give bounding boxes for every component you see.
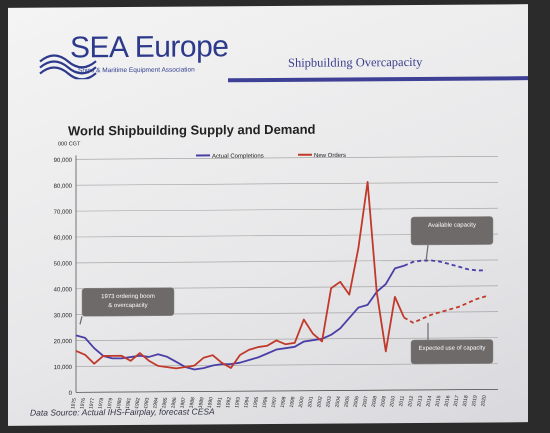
y-tick-label: 50,000	[54, 261, 73, 267]
x-tick-label: 1991	[216, 396, 224, 408]
new-orders-series-line	[75, 181, 405, 370]
x-tick-label: 1985	[161, 397, 169, 409]
x-tick-label: 1995	[252, 396, 260, 408]
x-axis-line	[76, 388, 498, 393]
x-tick-label: 2005	[343, 396, 351, 408]
callout-box	[81, 287, 175, 317]
x-tick-label: 1990	[207, 397, 215, 409]
x-tick-label: 2012	[407, 395, 415, 407]
actual-completions-series-line	[75, 264, 405, 371]
gridline	[76, 207, 498, 212]
x-tick-label: 2015	[435, 395, 443, 407]
callout-box	[410, 339, 494, 365]
x-tick-label: 2003	[325, 396, 333, 408]
x-tick-label: 1976	[79, 397, 87, 409]
annotation-available-capacity: Available capacity	[428, 223, 476, 229]
x-tick-label: 1987	[179, 397, 187, 409]
callout-box	[410, 216, 494, 246]
callout-pointer	[425, 244, 429, 262]
forecast-series-line	[403, 295, 487, 324]
x-tick-label: 2016	[444, 395, 452, 407]
x-tick-label: 2000	[298, 396, 306, 408]
sea-europe-logo: SEA Europe Ships & Maritime Equipment As…	[38, 30, 238, 93]
y-tick-label: 0	[69, 391, 73, 397]
wave-logo-icon	[39, 54, 97, 80]
x-tick-label: 1998	[280, 396, 288, 408]
x-tick-label: 1979	[107, 397, 115, 409]
x-tick-label: 1989	[198, 397, 206, 409]
y-tick-label: 80,000	[54, 184, 73, 190]
line-chart: 0 10,000 20,000 30,000 40,000 50,000 60,000 70,…	[54, 141, 498, 410]
x-tick-label: 1999	[289, 396, 297, 408]
x-tick-label: 1975	[70, 397, 78, 409]
x-tick-label: 2019	[471, 395, 479, 407]
x-tick-label: 2008	[371, 395, 379, 407]
x-tick-label: 2004	[334, 396, 342, 408]
x-tick-label: 1986	[170, 397, 178, 409]
x-tick-label: 1994	[243, 396, 251, 408]
x-tick-label: 2011	[398, 395, 406, 407]
x-tick-label: 1996	[261, 396, 269, 408]
x-tick-label: 1981	[125, 397, 133, 409]
x-tick-label: 1978	[97, 397, 105, 409]
annotation-ordering-boom: & overcapacity	[108, 303, 147, 309]
x-tick-label: 2018	[462, 395, 470, 407]
y-tick-label: 70,000	[54, 210, 73, 216]
y-tick-label: 60,000	[54, 236, 73, 242]
x-tick-label: 2020	[480, 395, 488, 407]
y-tick-label: 90,000	[54, 158, 73, 164]
y-tick-label: 10,000	[54, 365, 73, 371]
callout-pointer	[79, 316, 83, 325]
presentation-slide: SEA Europe Ships & Maritime Equipment As…	[8, 4, 528, 426]
y-tick-label: 20,000	[54, 339, 73, 345]
x-tick-label: 2001	[307, 396, 315, 408]
x-tick-label: 1980	[116, 397, 124, 409]
forecast-series-line	[403, 259, 486, 272]
x-tick-label: 2009	[380, 395, 388, 407]
y-tick-label: 30,000	[54, 313, 73, 319]
legend-label: Actual Completions	[212, 154, 264, 160]
x-tick-label: 1992	[225, 396, 233, 408]
x-tick-label: 1984	[152, 397, 160, 409]
gridline	[76, 156, 498, 160]
x-tick-label: 2013	[416, 395, 424, 407]
x-tick-label: 1983	[143, 397, 151, 409]
x-tick-label: 1977	[88, 397, 96, 409]
x-tick-label: 1982	[134, 397, 142, 409]
x-tick-label: 2002	[316, 396, 324, 408]
x-tick-label: 2017	[453, 395, 461, 407]
data-source-note: Data Source: Actual IHS-Fairplay, foreca…	[30, 406, 215, 418]
x-tick-label: 1988	[189, 397, 197, 409]
y-axis-unit-label: 000 CGT	[58, 141, 81, 147]
x-tick-label: 1997	[271, 396, 279, 408]
x-tick-label: 2010	[389, 395, 397, 407]
x-tick-label: 2014	[425, 395, 433, 407]
annotation-ordering-boom: 1973 ordering boom	[101, 294, 155, 300]
annotation-expected-use: Expected use of capacity	[419, 345, 486, 351]
x-tick-label: 2006	[353, 395, 361, 407]
y-tick-label: 40,000	[54, 287, 73, 293]
legend-label: New Orders	[314, 153, 346, 159]
x-tick-label: 2007	[362, 395, 370, 407]
x-tick-label: 1993	[234, 396, 242, 408]
gridline	[76, 181, 498, 186]
